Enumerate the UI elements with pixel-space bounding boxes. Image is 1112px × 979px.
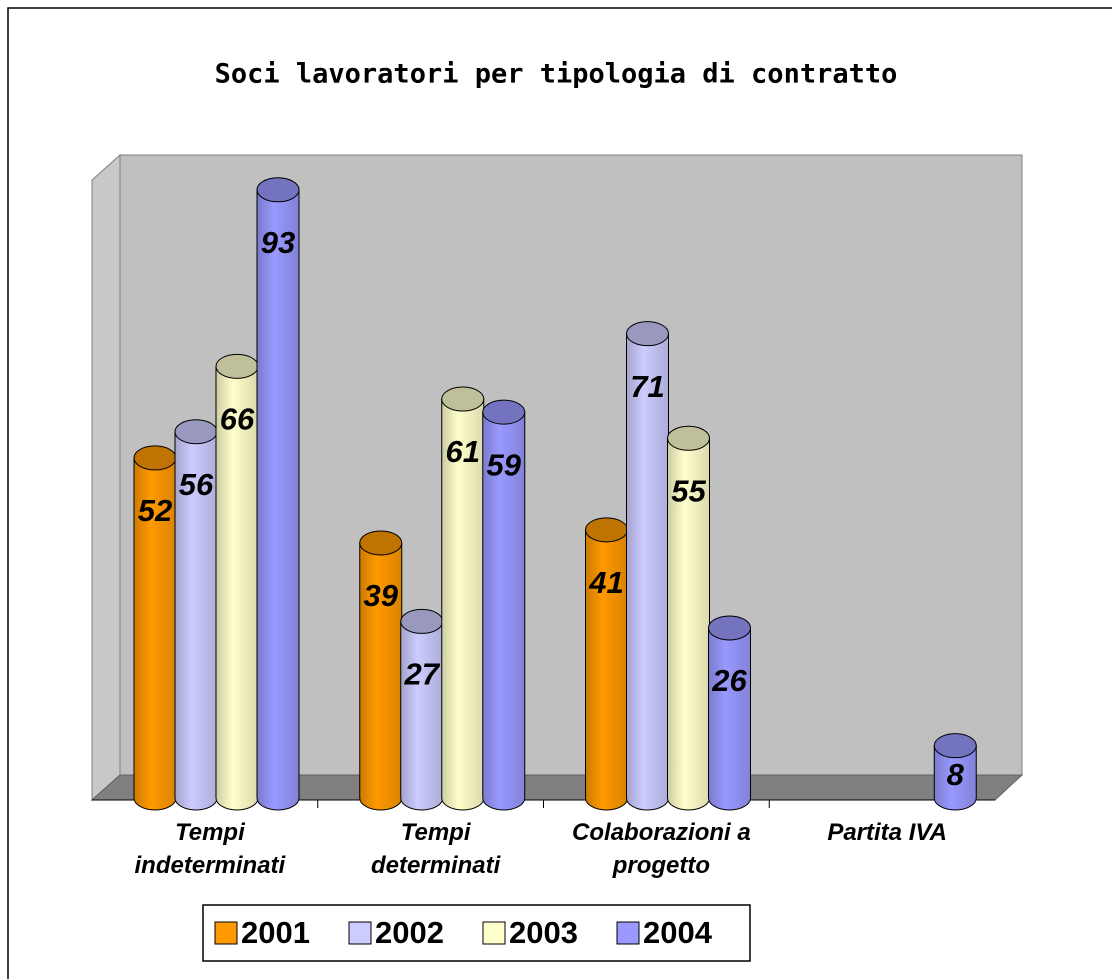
data-label: 61	[446, 434, 480, 469]
bar	[933, 733, 977, 811]
x-tick-label: Tempi determinati	[370, 819, 501, 879]
cylinder-body	[933, 745, 977, 811]
cylinder-top	[256, 177, 300, 203]
x-tick-label: Tempi indeterminati	[134, 819, 286, 879]
chart-title: Soci lavoratori per tipologia di contrat…	[215, 59, 898, 90]
cylinder-body	[708, 627, 751, 811]
data-label: 71	[630, 369, 664, 404]
cylinder-top	[482, 399, 526, 425]
data-label: 27	[404, 657, 441, 692]
cylinder-top	[933, 733, 977, 759]
x-tick-label: Colaborazioni a progetto	[572, 819, 751, 879]
cylinder-top	[359, 530, 403, 556]
data-label: 59	[487, 447, 522, 482]
cylinder-top	[400, 608, 444, 634]
data-label: 39	[364, 578, 399, 613]
data-label: 93	[261, 225, 295, 260]
cylinder-top	[133, 445, 177, 471]
cylinder-body	[482, 411, 526, 811]
chart-border	[7, 7, 1112, 979]
legend-label: 2004	[643, 915, 713, 950]
legend-box	[202, 904, 751, 962]
bar	[585, 517, 628, 811]
legend-label: 2001	[241, 915, 310, 950]
bar	[482, 399, 526, 811]
data-label: 26	[711, 663, 747, 698]
bar	[708, 615, 751, 811]
cylinder-body	[626, 333, 669, 811]
bar	[215, 353, 259, 811]
x-tick-label: Partita IVA	[827, 819, 947, 846]
cylinder-top	[667, 425, 710, 451]
cylinder-top	[708, 615, 751, 641]
cylinder-top	[174, 419, 218, 445]
legend-swatch	[482, 921, 506, 945]
data-label: 55	[671, 473, 706, 508]
bar	[359, 530, 403, 811]
legend-swatch	[348, 921, 372, 945]
data-label: 66	[220, 402, 255, 437]
cylinder-top	[441, 386, 485, 412]
legend-swatch	[214, 921, 238, 945]
side-wall	[91, 153, 121, 802]
legend-label: 2002	[375, 915, 444, 950]
cylinder-top	[626, 321, 669, 347]
bar	[256, 177, 300, 811]
cylinder-top	[585, 517, 628, 543]
data-label: 52	[138, 493, 172, 528]
data-label: 8	[947, 757, 965, 792]
bar	[400, 608, 444, 811]
data-label: 41	[588, 565, 623, 600]
legend-swatch	[616, 921, 640, 945]
cylinder-top	[215, 353, 259, 379]
bar	[626, 321, 669, 811]
data-label: 56	[179, 467, 214, 502]
cylinder-body	[400, 620, 444, 811]
legend-label: 2003	[509, 915, 578, 950]
cylinder-body	[256, 189, 300, 811]
